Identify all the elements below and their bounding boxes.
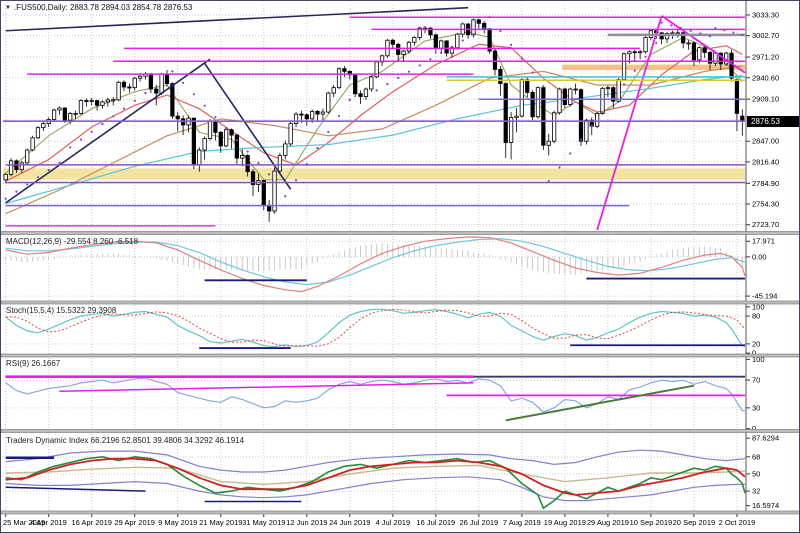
trendline xyxy=(5,6,469,32)
date-axis-label: 24 Jun 2019 xyxy=(329,518,370,527)
panel-separator[interactable] xyxy=(1,353,800,358)
rsi-axis-label: 100 xyxy=(752,355,765,364)
date-axis-label: 25 Mar 2019 xyxy=(3,518,45,527)
price-axis-label: 2784.90 xyxy=(752,179,779,188)
tdi-signal xyxy=(5,457,746,496)
rsi-level-line xyxy=(59,382,474,392)
psar-dots-layer xyxy=(4,16,744,214)
macd-main xyxy=(5,237,746,286)
trendline xyxy=(203,62,292,190)
price-axis-label: 2816.40 xyxy=(752,157,779,166)
panel-separator[interactable] xyxy=(1,300,800,305)
price-axis-label: 2971.20 xyxy=(752,53,779,62)
rsi-axis-label: 30 xyxy=(752,403,760,412)
trendline xyxy=(661,15,746,74)
macd-axis-label: 0.00 xyxy=(752,252,767,261)
rsi-panel[interactable]: 100 70 30 0 xyxy=(3,355,765,433)
panel-separator[interactable] xyxy=(1,510,800,515)
tdi-upper-band xyxy=(5,449,746,473)
stoch-axis-label: 0 xyxy=(752,349,756,358)
date-axis-label: 26 Jul 2019 xyxy=(459,518,498,527)
price-axis-label: 3033.30 xyxy=(752,10,779,19)
tdi-axis-label: 50 xyxy=(752,469,760,478)
panel-separator[interactable] xyxy=(1,231,800,235)
price-axis-label: 2723.70 xyxy=(752,220,779,229)
rsi-axis-label: 0 xyxy=(752,424,756,433)
price-axis-label: 2847.00 xyxy=(752,137,779,146)
rsi-indicator-label: RSI(9) 26.1667 xyxy=(6,359,61,368)
tdi-level-line xyxy=(5,486,146,492)
rsi-line xyxy=(5,377,745,413)
macd-indicator-label: MACD(12,26,9) -29.554 8.260 -6.518 xyxy=(6,237,139,246)
stochastic-indicator-label: Stoch(15,5,4) 15.5322 29.3908 xyxy=(6,306,117,315)
macd-signal xyxy=(5,236,746,293)
sr-bands-layer xyxy=(3,64,745,180)
macd-panel[interactable]: 17.971 0.00 -45.194 xyxy=(3,236,777,301)
tdi-axis-label: 16.5974 xyxy=(752,501,779,510)
macd-axis-label: 17.971 xyxy=(752,237,775,246)
date-axis-label: 19 Aug 2019 xyxy=(544,518,586,527)
price-axis-label: 2940.60 xyxy=(752,73,779,82)
price-axis[interactable]: 3033.30 3002.70 2971.20 2940.60 2909.10 2847.… xyxy=(745,1,779,513)
date-axis-label: 7 Aug 2019 xyxy=(503,518,541,527)
price-axis-label: 3002.70 xyxy=(752,31,779,40)
tdi-lower-band xyxy=(5,476,745,502)
chart-title-bar: ▼ .FUS500,Daily: 2883.78 2894.03 2854.78… xyxy=(5,3,192,12)
date-axis-label: 2 Oct 2019 xyxy=(719,518,756,527)
trendline xyxy=(5,58,211,204)
rsi-level-line xyxy=(505,384,695,422)
date-axis-label: 12 Jun 2019 xyxy=(286,518,327,527)
date-axis-label: 16 Apr 2019 xyxy=(71,518,111,527)
stoch-axis-label: 20 xyxy=(752,339,760,348)
date-axis-label: 21 May 2019 xyxy=(199,518,242,527)
tdi-panel[interactable]: 87.6294 68 50 32 16.5974 xyxy=(3,434,779,511)
date-axis-label: 10 Sep 2019 xyxy=(630,518,673,527)
date-axis-label: 4 Apr 2019 xyxy=(31,518,67,527)
stoch-axis-label: 100 xyxy=(752,302,765,311)
current-price-tag: 2876.53 xyxy=(747,116,799,127)
overlay-lines-layer xyxy=(3,6,746,231)
rsi-axis-label: 70 xyxy=(752,376,760,385)
tdi-axis-label: 32 xyxy=(752,487,760,496)
stoch-axis-label: 80 xyxy=(752,312,760,321)
stoch-d xyxy=(5,308,746,347)
panel-separators xyxy=(1,231,800,515)
price-axis-label: 2754.30 xyxy=(752,200,779,209)
panel-separator[interactable] xyxy=(1,429,800,433)
macd-axis-label: -45.194 xyxy=(752,292,777,301)
date-axis-label: 29 Aug 2019 xyxy=(587,518,629,527)
date-axis-label: 4 Jul 2019 xyxy=(376,518,411,527)
stoch-k xyxy=(5,308,746,348)
ma-slow-brown xyxy=(5,65,743,215)
date-axis-label: 20 Sep 2019 xyxy=(673,518,716,527)
date-axis-label: 16 Jul 2019 xyxy=(416,518,455,527)
tdi-axis-label: 87.6294 xyxy=(752,434,779,443)
date-axis-label: 31 May 2019 xyxy=(242,518,285,527)
tdi-market-base xyxy=(5,464,746,486)
date-axis-label: 9 May 2019 xyxy=(158,518,197,527)
tdi-axis-label: 68 xyxy=(752,452,760,461)
symbol-ohlc-title: .FUS500,Daily: 2883.78 2894.03 2854.78 2… xyxy=(13,3,193,12)
symbol-dropdown-icon[interactable]: ▼ xyxy=(5,4,11,11)
trendline xyxy=(596,15,663,231)
date-axis-label: 29 Apr 2019 xyxy=(115,518,155,527)
tdi-indicator-label: Traders Dynamic Index 66.2196 52.8501 39… xyxy=(6,436,245,445)
price-axis-label: 2909.10 xyxy=(752,95,779,104)
ma-slow-cyan xyxy=(5,74,743,205)
